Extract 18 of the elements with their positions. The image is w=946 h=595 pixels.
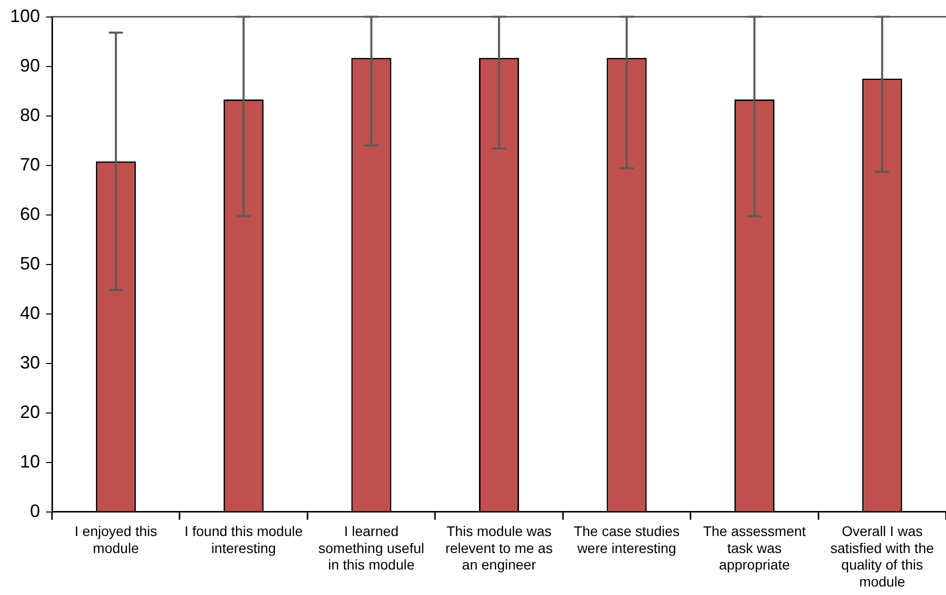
x-tick-label: The case studies were interesting	[574, 523, 680, 556]
y-tick-label: 90	[20, 55, 40, 76]
x-tick-label: I learned something useful in this module	[318, 523, 424, 573]
x-tick-label: I found this module interesting	[184, 523, 303, 556]
y-tick-label: 50	[20, 253, 40, 274]
x-tick-label: Overall I was satisfied with the quality of this module	[830, 523, 934, 590]
x-tick-label: This module was relevent to me as an engineer	[445, 523, 553, 573]
y-tick-label: 20	[20, 402, 40, 422]
y-tick-label: 80	[20, 104, 40, 125]
x-tick-label: The assessment task was appropriate	[703, 523, 806, 573]
y-tick-label: 10	[20, 451, 40, 472]
y-tick-label: 70	[20, 154, 40, 174]
y-tick-label: 0	[30, 500, 40, 521]
y-tick-label: 60	[20, 204, 40, 224]
y-tick-label: 30	[20, 352, 40, 372]
y-tick-label: 40	[20, 302, 40, 323]
x-tick-label: I enjoyed this module	[74, 523, 158, 556]
y-tick-label: 100	[10, 6, 40, 26]
